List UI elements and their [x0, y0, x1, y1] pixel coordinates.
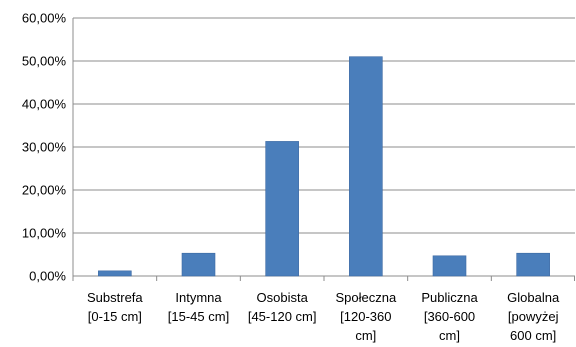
bar: [516, 252, 550, 277]
x-category-label: [15-45 cm]: [168, 309, 229, 324]
axes: [72, 18, 575, 281]
x-category-label: cm]: [439, 328, 460, 343]
bars: [98, 56, 550, 277]
x-category-label: [0-15 cm]: [88, 309, 142, 324]
bar: [265, 141, 299, 277]
bar: [181, 252, 216, 277]
x-category-label: [360-600: [424, 309, 475, 324]
x-category-label: Publiczna: [421, 290, 478, 305]
y-tick-label: 60,00%: [22, 11, 67, 26]
x-category-label: Społeczna: [335, 290, 396, 305]
x-category-label: [120-360: [340, 309, 391, 324]
gridlines: [73, 17, 575, 234]
x-category-label: cm]: [355, 328, 376, 343]
bar: [98, 270, 132, 277]
x-axis-category-labels: Substrefa [0-15 cm] Intymna [15-45 cm] Osobi…: [87, 290, 560, 343]
x-category-label: 600 cm]: [510, 328, 556, 343]
y-tick-label: 30,00%: [22, 140, 67, 155]
bar: [432, 255, 467, 277]
y-tick-label: 20,00%: [22, 183, 67, 198]
bar: [349, 56, 383, 277]
x-category-label: Osobista: [257, 290, 309, 305]
x-category-label: Substrefa: [87, 290, 143, 305]
y-tick-label: 10,00%: [22, 226, 67, 241]
x-category-label: Globalna: [507, 290, 560, 305]
x-category-label: [powyżej: [508, 309, 559, 324]
y-tick-label: 40,00%: [22, 97, 67, 112]
y-axis-tick-labels: 0,00% 10,00% 20,00% 30,00% 40,00% 50,00% 60,00…: [22, 11, 67, 284]
x-category-label: Intymna: [175, 290, 222, 305]
x-category-label: [45-120 cm]: [248, 309, 317, 324]
y-tick-label: 50,00%: [22, 54, 67, 69]
y-tick-label: 0,00%: [29, 269, 66, 284]
